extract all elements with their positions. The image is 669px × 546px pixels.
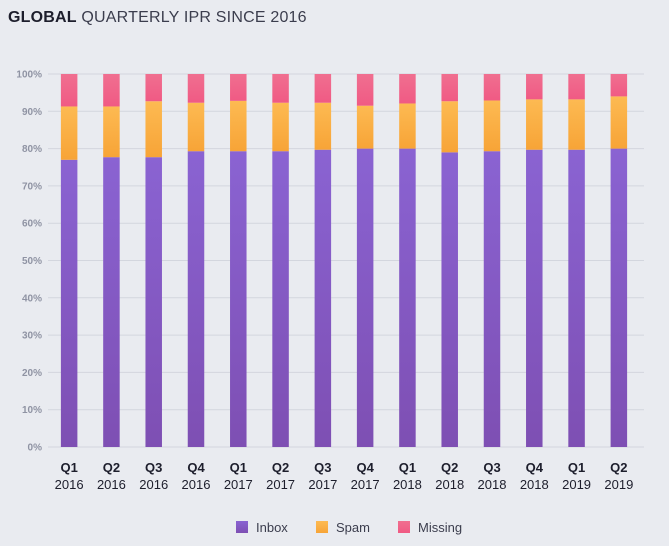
bar-spam (483, 100, 501, 152)
bar-inbox (145, 157, 162, 447)
bar-spam (441, 101, 458, 153)
x-tick-quarter: Q2 (103, 460, 120, 475)
x-tick-year: 2016 (139, 477, 168, 492)
x-tick-quarter: Q1 (399, 460, 416, 475)
x-tick-quarter: Q2 (441, 460, 458, 475)
legend-label-missing: Missing (418, 520, 462, 535)
bar-inbox (568, 149, 585, 447)
x-tick-quarter: Q1 (568, 460, 585, 475)
bar-missing (60, 74, 78, 107)
x-tick-year: 2018 (393, 477, 422, 492)
bar-spam (230, 100, 247, 152)
bar-missing (145, 74, 162, 102)
x-tick-quarter: Q4 (356, 460, 374, 475)
x-tick-year: 2017 (351, 477, 380, 492)
bar-spam (272, 102, 289, 152)
y-tick-label: 80% (22, 144, 42, 155)
x-tick-year: 2018 (520, 477, 549, 492)
x-tick-year: 2019 (604, 477, 633, 492)
bar-spam (568, 99, 585, 150)
bar-inbox (483, 151, 501, 447)
bar-inbox (187, 151, 205, 447)
legend-swatch-spam (316, 521, 328, 533)
y-tick-label: 10% (22, 405, 42, 416)
x-tick-quarter: Q1 (60, 460, 77, 475)
y-tick-label: 20% (22, 368, 42, 379)
bar-inbox (230, 151, 247, 447)
title-light: QUARTERLY IPR SINCE 2016 (81, 9, 307, 26)
x-tick-quarter: Q2 (272, 460, 289, 475)
x-tick-quarter: Q3 (314, 460, 331, 475)
y-tick-label: 0% (28, 443, 43, 454)
bar-spam (314, 102, 332, 150)
y-tick-label: 100% (16, 70, 42, 81)
x-tick-year: 2018 (478, 477, 507, 492)
x-tick-quarter: Q3 (145, 460, 162, 475)
legend-swatch-inbox (236, 521, 248, 533)
x-tick-quarter: Q2 (610, 460, 627, 475)
x-tick-year: 2019 (562, 477, 591, 492)
x-tick-year: 2016 (55, 477, 84, 492)
bar-missing (526, 74, 543, 100)
bar-missing (483, 74, 501, 101)
y-tick-label: 40% (22, 293, 42, 304)
x-tick-year: 2016 (97, 477, 126, 492)
y-tick-label: 90% (22, 107, 42, 118)
bar-missing (610, 74, 628, 97)
x-tick-year: 2017 (266, 477, 295, 492)
legend-label-spam: Spam (336, 520, 370, 535)
bar-layer (60, 74, 628, 448)
y-tick-label: 70% (22, 181, 42, 192)
y-axis: 0% 10% 20% 30% 40% 50% 60% 70% 80% 90% 100% (16, 70, 42, 454)
bar-missing (103, 74, 120, 107)
legend-label-inbox: Inbox (256, 520, 288, 535)
bar-missing (230, 74, 247, 101)
y-tick-label: 50% (22, 256, 42, 267)
bar-spam (526, 99, 543, 150)
x-tick-year: 2017 (224, 477, 253, 492)
y-tick-label: 60% (22, 219, 42, 230)
y-tick-label: 30% (22, 331, 42, 342)
bar-inbox (272, 151, 289, 447)
bar-inbox (60, 159, 78, 448)
bar-inbox (356, 148, 374, 447)
x-tick-year: 2017 (308, 477, 337, 492)
x-tick-quarter: Q3 (483, 460, 500, 475)
bar-inbox (314, 149, 332, 447)
legend: Inbox Spam Missing (236, 520, 462, 535)
bar-missing (441, 74, 458, 102)
x-tick-quarter: Q4 (526, 460, 544, 475)
bar-inbox (526, 149, 543, 447)
bar-spam (145, 101, 162, 158)
bar-missing (399, 74, 416, 104)
bar-spam (187, 102, 205, 152)
bar-missing (568, 74, 585, 100)
bar-inbox (103, 157, 120, 447)
chart-title: GLOBAL QUARTERLY IPR SINCE 2016 (8, 9, 307, 27)
bar-spam (60, 106, 78, 160)
x-tick-year: 2016 (182, 477, 211, 492)
title-bold: GLOBAL (8, 9, 77, 26)
bar-missing (272, 74, 289, 103)
bar-missing (314, 74, 332, 103)
bar-spam (399, 103, 416, 149)
bar-missing (356, 74, 374, 106)
x-tick-quarter: Q1 (230, 460, 247, 475)
legend-swatch-missing (398, 521, 410, 533)
bar-inbox (610, 148, 628, 447)
bar-missing (187, 74, 205, 103)
x-tick-quarter: Q4 (187, 460, 205, 475)
bar-spam (103, 106, 120, 158)
x-axis: Q1 2016 Q2 2016 Q3 2016 Q4 2016 Q1 2017 Q2 2017 Q3 20… (55, 460, 634, 492)
bar-spam (610, 96, 628, 149)
grid-layer (48, 73, 644, 448)
bar-inbox (441, 152, 458, 447)
bar-inbox (399, 148, 416, 447)
bar-spam (356, 105, 374, 149)
x-tick-year: 2018 (435, 477, 464, 492)
